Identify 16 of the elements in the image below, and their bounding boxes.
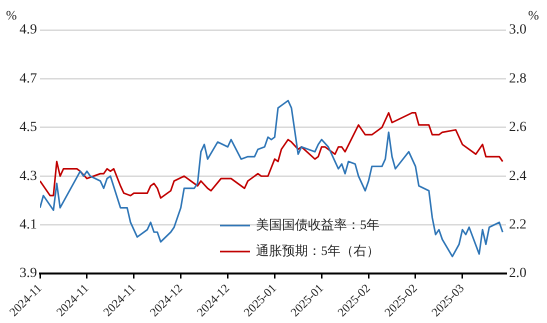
y2-axis-title: % [528, 7, 540, 22]
y2-tick-label: 2.6 [509, 120, 526, 136]
y2-tick-label: 3.0 [509, 22, 526, 38]
y-tick-label: 4.5 [20, 120, 37, 136]
y2-tick-label: 2.8 [509, 71, 526, 86]
y2-tick-label: 2.4 [509, 168, 526, 184]
y-tick-label: 3.9 [20, 266, 37, 282]
y2-tick-label: 2.0 [509, 266, 526, 282]
legend-label: 美国国债收益率：5年 [256, 216, 380, 232]
y-axis-title: % [6, 7, 17, 22]
y-tick-label: 4.9 [20, 22, 37, 38]
legend-label: 通胀预期：5年（右） [256, 242, 380, 258]
y-tick-label: 4.1 [20, 218, 37, 232]
y2-tick-label: 2.2 [509, 218, 526, 232]
y-tick-label: 4.3 [20, 168, 37, 184]
y-tick-label: 4.7 [20, 71, 37, 86]
